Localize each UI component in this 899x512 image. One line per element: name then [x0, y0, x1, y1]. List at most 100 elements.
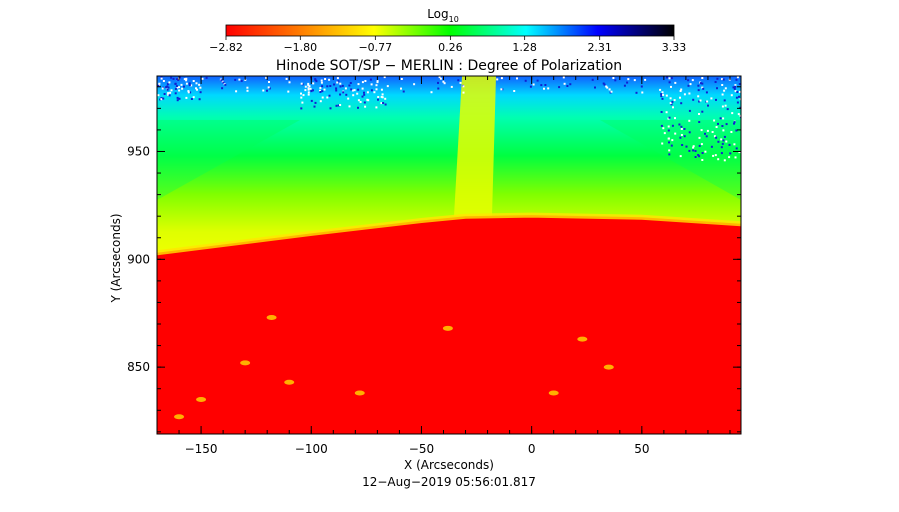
noise-speck [513, 90, 516, 92]
noise-speck [386, 85, 389, 88]
noise-speck [168, 94, 171, 97]
noise-speck [195, 87, 197, 90]
colorbar-ticks: −2.82 −1.80 −0.77 0.26 1.28 2.31 3.33 [209, 36, 686, 54]
colorbar-tick-label: −2.82 [209, 41, 243, 54]
noise-speck [524, 79, 527, 82]
noise-speck [661, 91, 664, 94]
noise-speck [326, 96, 329, 99]
noise-speck [201, 77, 204, 80]
noise-speck [262, 89, 265, 92]
noise-speck [167, 86, 170, 89]
noise-speck [722, 129, 725, 132]
noise-speck [178, 97, 181, 100]
noise-speck [606, 86, 609, 89]
noise-speck [721, 84, 724, 86]
noise-speck [337, 80, 340, 83]
noise-speck [167, 92, 170, 95]
noise-speck [669, 102, 672, 105]
noise-speck [700, 129, 703, 132]
noise-speck [734, 85, 737, 88]
noise-speck [234, 78, 237, 81]
noise-speck [192, 96, 195, 99]
noise-speck [692, 146, 695, 149]
noise-speck [673, 99, 676, 102]
bright-patch [240, 360, 251, 366]
noise-speck [671, 124, 674, 127]
noise-speck [723, 89, 726, 92]
noise-speck [430, 91, 433, 94]
x-tick-label: 50 [634, 442, 649, 456]
noise-speck [701, 77, 704, 79]
noise-speck [660, 95, 663, 98]
noise-speck [246, 86, 249, 89]
noise-speck [697, 154, 700, 156]
noise-speck [187, 91, 190, 94]
noise-speck [375, 88, 378, 91]
noise-speck [344, 87, 347, 90]
noise-speck [701, 152, 704, 154]
noise-speck [307, 88, 310, 91]
noise-speck [706, 100, 709, 103]
x-tick-label: −100 [295, 442, 328, 456]
noise-speck [710, 97, 713, 100]
solar-disk [157, 215, 741, 434]
y-tick-label: 900 [127, 252, 150, 266]
noise-speck [310, 99, 313, 102]
noise-speck [349, 82, 352, 84]
noise-speck [176, 99, 179, 102]
noise-speck [457, 79, 460, 82]
noise-speck [267, 86, 270, 89]
bright-patch [354, 390, 365, 396]
noise-speck [735, 129, 738, 132]
noise-speck [370, 89, 373, 92]
noise-speck [681, 144, 684, 146]
noise-speck [716, 77, 719, 80]
noise-speck [688, 109, 691, 112]
noise-speck [715, 126, 718, 128]
colorbar-tick-label: 3.33 [662, 41, 687, 54]
noise-speck [377, 96, 380, 98]
noise-speck [339, 93, 342, 96]
noise-speck [304, 89, 307, 92]
noise-speck [516, 77, 518, 80]
noise-speck [623, 84, 626, 87]
noise-speck [731, 112, 734, 115]
noise-speck [326, 85, 329, 88]
noise-speck [683, 128, 686, 130]
noise-speck [347, 97, 350, 100]
noise-speck [689, 83, 692, 86]
central-streamer [454, 76, 496, 216]
noise-speck [363, 91, 365, 94]
noise-speck [384, 97, 387, 100]
noise-speck [363, 93, 366, 96]
noise-speck [370, 83, 373, 86]
noise-speck [369, 78, 372, 81]
y-tick-label: 850 [127, 360, 150, 374]
noise-speck [380, 102, 383, 105]
noise-speck [351, 89, 354, 92]
y-axis-label: Y (Arcseconds) [109, 213, 123, 303]
noise-speck [733, 143, 736, 146]
noise-speck [644, 78, 647, 81]
noise-speck [722, 78, 725, 81]
noise-speck [377, 98, 379, 101]
noise-speck [670, 103, 673, 106]
noise-speck [307, 84, 310, 87]
noise-speck [698, 136, 701, 139]
noise-speck [735, 96, 738, 99]
colorbar-tick-label: 2.31 [587, 41, 612, 54]
noise-speck [641, 91, 644, 94]
noise-speck [694, 150, 697, 152]
noise-speck [701, 110, 704, 113]
noise-speck [380, 88, 383, 91]
noise-speck [266, 89, 268, 92]
noise-speck [361, 87, 364, 90]
colorbar-gradient [225, 24, 675, 37]
noise-speck [437, 87, 440, 90]
noise-speck [679, 90, 682, 92]
noise-speck [680, 125, 683, 128]
y-axis-ticks: 850 900 950 [127, 86, 741, 433]
noise-speck [319, 87, 322, 89]
colorbar-label: Log10 [427, 7, 459, 24]
noise-speck [348, 105, 351, 108]
